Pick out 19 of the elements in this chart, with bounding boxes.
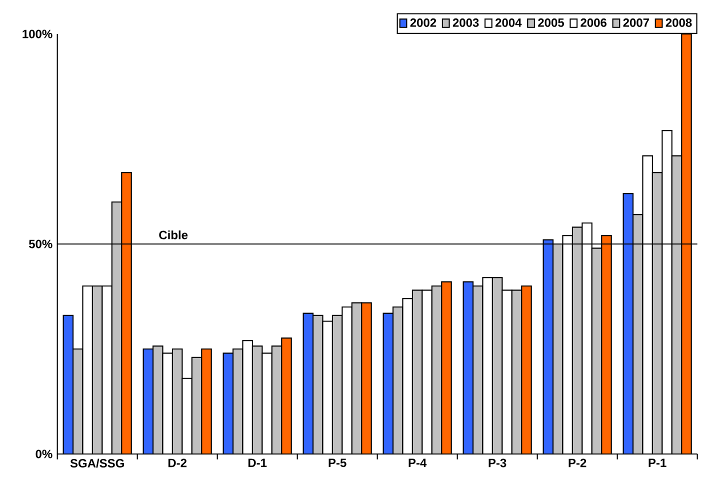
y-tick-label: 100%: [22, 30, 52, 38]
legend-label: 2008: [666, 18, 692, 27]
legend-label: 2003: [452, 18, 479, 27]
x-tick-label: P-1: [648, 458, 666, 467]
legend-label: 2004: [495, 18, 522, 27]
x-tick-label: P-2: [568, 458, 586, 468]
x-tick-label: P-5: [328, 458, 346, 468]
legend-label: 2006: [580, 18, 606, 27]
legend-label: 2005: [538, 18, 564, 27]
ref-line-label: Cible: [159, 230, 188, 240]
x-tick-label: SGA/SSG: [70, 458, 124, 468]
y-tick-label: 0%: [36, 450, 52, 458]
x-tick-label: P-3: [488, 458, 506, 468]
y-tick-label: 50%: [28, 240, 52, 248]
legend-label: 2007: [623, 18, 649, 27]
x-tick-label: P-4: [408, 458, 427, 467]
x-tick-label: D-1: [248, 458, 267, 467]
legend-label: 2002: [410, 18, 436, 27]
x-tick-label: D-2: [168, 458, 187, 468]
